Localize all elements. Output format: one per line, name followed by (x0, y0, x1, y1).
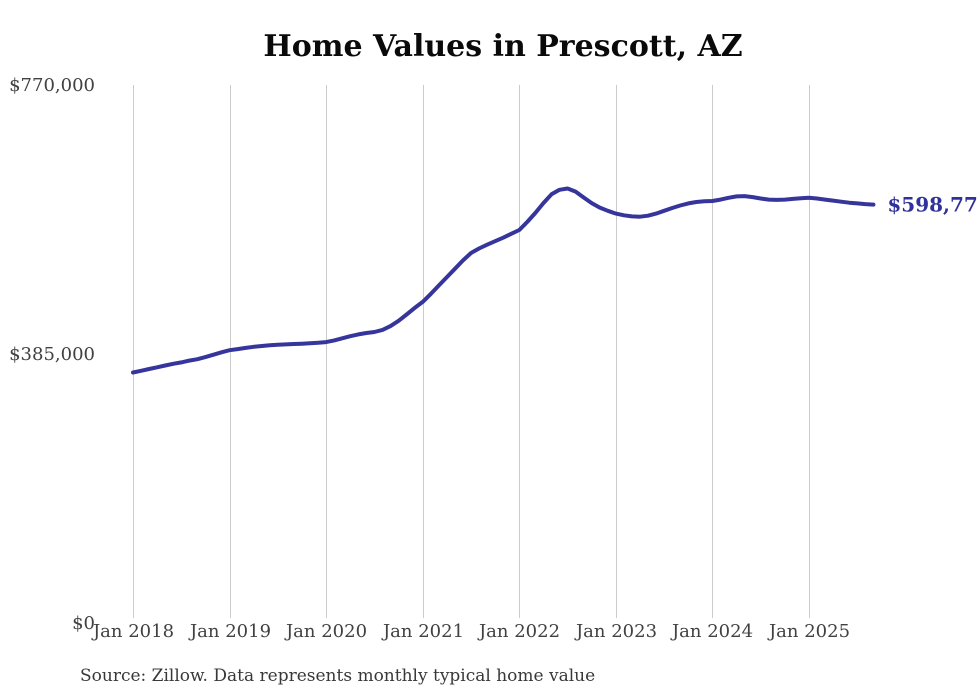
y-axis-label: $0 (72, 613, 95, 634)
x-axis-label: Jan 2021 (381, 621, 464, 642)
current-value-label: $598,771 (887, 193, 980, 217)
x-axis-label: Jan 2023 (574, 621, 657, 642)
source-note: Source: Zillow. Data represents monthly … (80, 666, 596, 686)
x-axis-label: Jan 2019 (188, 621, 271, 642)
chart-title: Home Values in Prescott, AZ (263, 29, 743, 64)
x-axis-label: Jan 2022 (477, 621, 560, 642)
x-axis-label: Jan 2020 (284, 621, 367, 642)
y-axis-label: $770,000 (9, 75, 95, 96)
home-value-line (131, 186, 876, 375)
y-axis-label: $385,000 (9, 344, 95, 365)
x-axis-label: Jan 2018 (91, 621, 174, 642)
x-axis-label: Jan 2025 (767, 621, 850, 642)
x-axis-label: Jan 2024 (670, 621, 753, 642)
